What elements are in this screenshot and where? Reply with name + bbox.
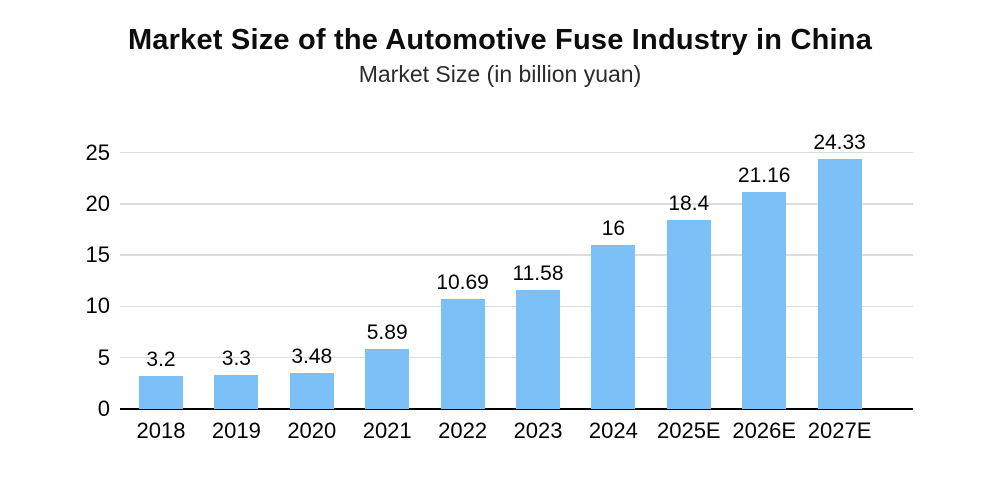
y-tick-label: 10 bbox=[85, 293, 110, 319]
bar-value-label: 18.4 bbox=[668, 192, 710, 216]
x-tick-label: 2023 bbox=[513, 418, 563, 443]
bar bbox=[139, 376, 183, 409]
bar-value-label: 5.89 bbox=[366, 320, 408, 344]
bar bbox=[365, 348, 410, 409]
bar bbox=[591, 244, 636, 409]
y-tick-label: 15 bbox=[85, 242, 110, 268]
x-tick-label: 2027E bbox=[807, 418, 872, 443]
bar-value-label: 11.58 bbox=[512, 262, 564, 286]
bar-value-label: 10.69 bbox=[436, 271, 489, 295]
y-tick-label: 0 bbox=[97, 396, 110, 421]
y-tick-label: 25 bbox=[85, 139, 110, 165]
bar bbox=[742, 191, 787, 409]
bar bbox=[817, 159, 862, 409]
x-tick-label: 2026E bbox=[732, 418, 796, 443]
x-tick-label: 2018 bbox=[136, 418, 186, 443]
bar bbox=[666, 220, 711, 409]
x-tick-label: 2025E bbox=[656, 418, 721, 443]
bar-value-label: 3.3 bbox=[221, 347, 251, 371]
gridline bbox=[120, 203, 913, 205]
bar bbox=[289, 373, 334, 409]
x-tick-label: 2024 bbox=[588, 418, 638, 443]
x-tick-label: 2022 bbox=[438, 418, 488, 443]
gridline bbox=[120, 151, 913, 154]
bar-value-label: 24.33 bbox=[813, 131, 866, 155]
x-tick-label: 2021 bbox=[362, 418, 412, 443]
chart-subtitle: Market Size (in billion yuan) bbox=[358, 61, 642, 87]
bar-value-label: 21.16 bbox=[737, 163, 791, 187]
bar-value-label: 16 bbox=[601, 216, 626, 240]
chart-title: Market Size of the Automotive Fuse Indus… bbox=[127, 24, 873, 56]
x-tick-label: 2020 bbox=[287, 418, 337, 443]
y-tick-label: 5 bbox=[97, 344, 110, 370]
gridline bbox=[120, 254, 913, 256]
bar-value-label: 3.2 bbox=[146, 348, 176, 372]
y-tick-label: 20 bbox=[85, 190, 110, 216]
bar bbox=[214, 375, 259, 409]
x-tick-label: 2019 bbox=[211, 418, 261, 443]
bar bbox=[440, 299, 485, 409]
x-axis-line bbox=[120, 408, 913, 410]
bar bbox=[516, 290, 560, 409]
bar-value-label: 3.48 bbox=[291, 345, 333, 369]
